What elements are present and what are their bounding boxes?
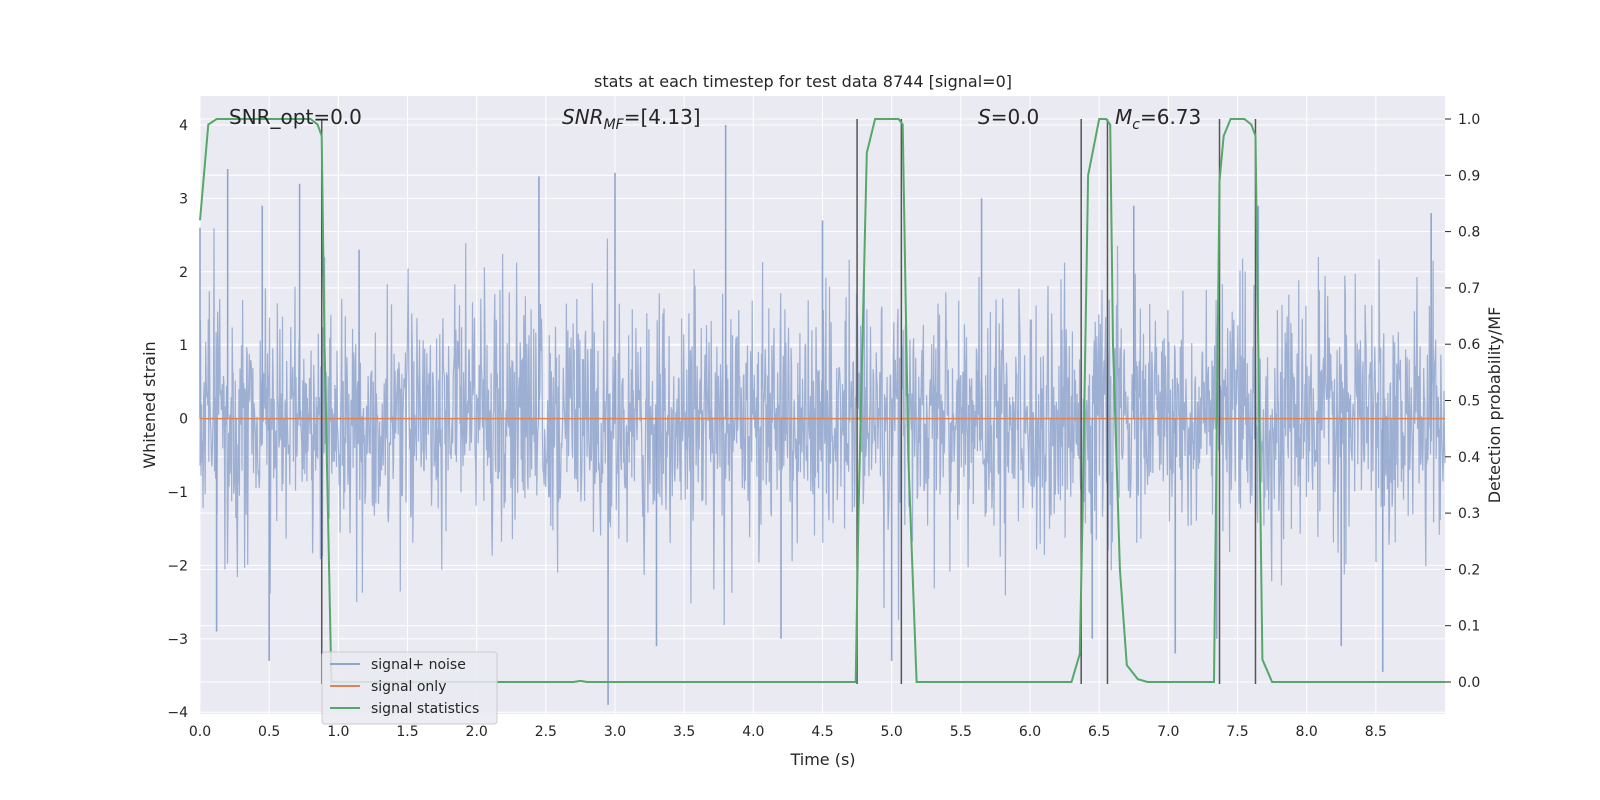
annotation-snr-mf: SNRMF=[4.13] [562,105,701,133]
y-left-tick-label-0: −4 [167,705,188,721]
legend-label-signal-statistics: signal statistics [371,701,479,717]
y-right-tick-label-1: 0.1 [1458,619,1480,635]
annotation-mc: Mc=6.73 [1115,105,1201,133]
series-signal-statistics [199,118,1445,683]
mc-main: M [1115,105,1132,129]
legend-label-signal-only: signal only [371,679,446,695]
legend-box [321,651,498,725]
x-tick-labels: 0.0 0.5 1.0 1.5 2.0 2.5 3.0 3.5 4.0 4.5 5.0 5.5 6.0 6… [189,724,1387,740]
x-tick-label-6: 3.0 [604,724,626,740]
y-left-tick-label-4: 0 [179,412,188,428]
s-main: S [978,105,991,129]
snr-mf-sub: MF [604,117,625,133]
series-signal-noise [199,125,1446,705]
annotation-snr-opt: SNR_opt=0.0 [229,105,362,129]
x-tick-label-17: 8.5 [1365,724,1387,740]
legend: signal+ noise signal only signal statist… [321,651,498,725]
x-tick-label-11: 5.5 [950,724,972,740]
y-left-tick-label-8: 4 [179,118,188,134]
x-tick-label-13: 6.5 [1088,724,1110,740]
y-right-tick-label-6: 0.6 [1458,337,1480,353]
y-right-tick-label-9: 0.9 [1458,168,1480,184]
legend-label-signal-noise: signal+ noise [371,657,466,673]
mc-sub: c [1132,117,1140,133]
y-right-tick-label-0: 0.0 [1458,675,1480,691]
x-tick-label-9: 4.5 [811,724,833,740]
y-left-tick-label-2: −2 [167,558,188,574]
y-right-tick-label-8: 0.8 [1458,225,1480,241]
y-right-tick-label-10: 1.0 [1458,112,1480,128]
x-tick-label-7: 3.5 [673,724,695,740]
y-left-tick-label-3: −1 [167,485,188,501]
x-tick-label-0: 0.0 [189,724,211,740]
signal-statistics-line [199,118,1445,683]
y-left-axis-label: Whitened strain [140,341,159,468]
noise-trace [199,228,1446,626]
mc-value: =6.73 [1140,105,1201,129]
y-left-tick-label-6: 2 [179,265,188,281]
x-tick-label-10: 5.0 [881,724,903,740]
snr-mf-main: SNR [562,105,604,129]
y-right-tick-label-3: 0.3 [1458,506,1480,522]
y-left-tick-label-5: 1 [179,338,188,354]
y-right-axis-label: Detection probability/MF [1485,307,1504,504]
y-right-tick-label-5: 0.5 [1458,394,1480,410]
snr-mf-value: =[4.13] [624,105,701,129]
y-right-tick-label-2: 0.2 [1458,562,1480,578]
x-tick-label-5: 2.5 [535,724,557,740]
annotation-s: S=0.0 [978,105,1039,129]
x-tick-label-1: 0.5 [258,724,280,740]
x-tick-label-3: 1.5 [396,724,418,740]
chart-title: stats at each timestep for test data 874… [594,72,1012,91]
x-tick-label-8: 4.0 [742,724,764,740]
s-value: =0.0 [991,105,1040,129]
y-right-tick-label-4: 0.4 [1458,450,1480,466]
y-right-tick-label-7: 0.7 [1458,281,1480,297]
x-tick-label-15: 7.5 [1226,724,1248,740]
x-tick-label-2: 1.0 [327,724,349,740]
y-left-tick-labels: −4 −3 −2 −1 0 1 2 3 4 [167,118,188,721]
x-tick-label-4: 2.0 [466,724,488,740]
x-tick-label-12: 6.0 [1019,724,1041,740]
y-left-tick-label-1: −3 [167,632,188,648]
x-tick-label-14: 7.0 [1157,724,1179,740]
y-left-tick-label-7: 3 [179,191,188,207]
x-tick-label-16: 8.0 [1296,724,1318,740]
y-right-tick-labels: 0.0 0.1 0.2 0.3 0.4 0.5 0.6 0.7 0.8 0.9 1.0 [1445,112,1480,691]
x-axis-label: Time (s) [789,750,855,769]
